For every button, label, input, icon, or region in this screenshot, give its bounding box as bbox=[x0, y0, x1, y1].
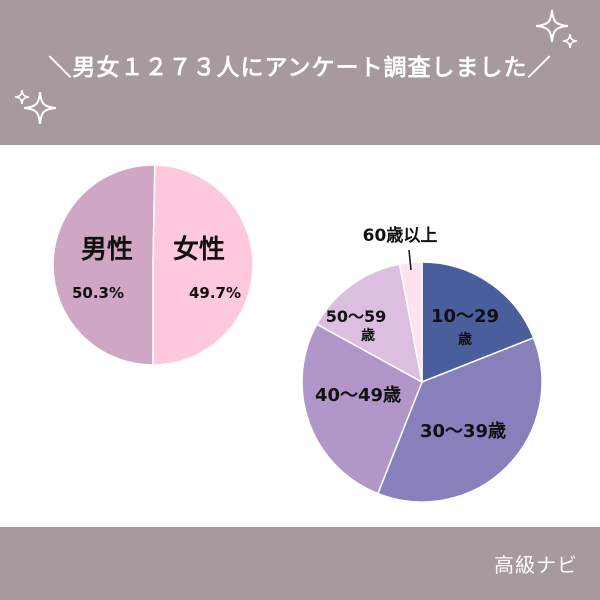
value-label: 50.3% bbox=[72, 284, 124, 302]
brand-label: 高級ナビ bbox=[494, 553, 578, 577]
category-label: 歳 bbox=[361, 327, 375, 344]
category-label: 30〜39歳 bbox=[420, 421, 506, 442]
category-label: 男性 bbox=[81, 235, 133, 265]
value-label: 49.7% bbox=[189, 284, 241, 302]
age-pie-slice bbox=[315, 263, 424, 384]
category-label: 40〜49歳 bbox=[315, 385, 401, 406]
category-label: 60歳以上 bbox=[363, 225, 438, 246]
header-banner: ＼男女１２７３人にアンケート調査しました／ bbox=[0, 0, 600, 145]
gender-pie-slice bbox=[152, 164, 254, 366]
age-pie-slice bbox=[301, 323, 423, 495]
category-label: 歳 bbox=[458, 331, 472, 348]
leader-line bbox=[408, 249, 412, 271]
gender-pie-slice bbox=[52, 164, 156, 366]
age-pie-slice bbox=[421, 261, 535, 384]
sparkle-icon bbox=[14, 89, 57, 125]
category-label: 女性 bbox=[173, 234, 225, 265]
footer-banner: 高級ナビ bbox=[0, 527, 600, 600]
sparkle-icon bbox=[535, 9, 578, 49]
category-label: 10〜29 bbox=[431, 306, 499, 327]
page-title: ＼男女１２７３人にアンケート調査しました／ bbox=[48, 55, 552, 81]
category-label: 50〜59 bbox=[326, 307, 387, 326]
age-pie-slice bbox=[376, 336, 543, 503]
